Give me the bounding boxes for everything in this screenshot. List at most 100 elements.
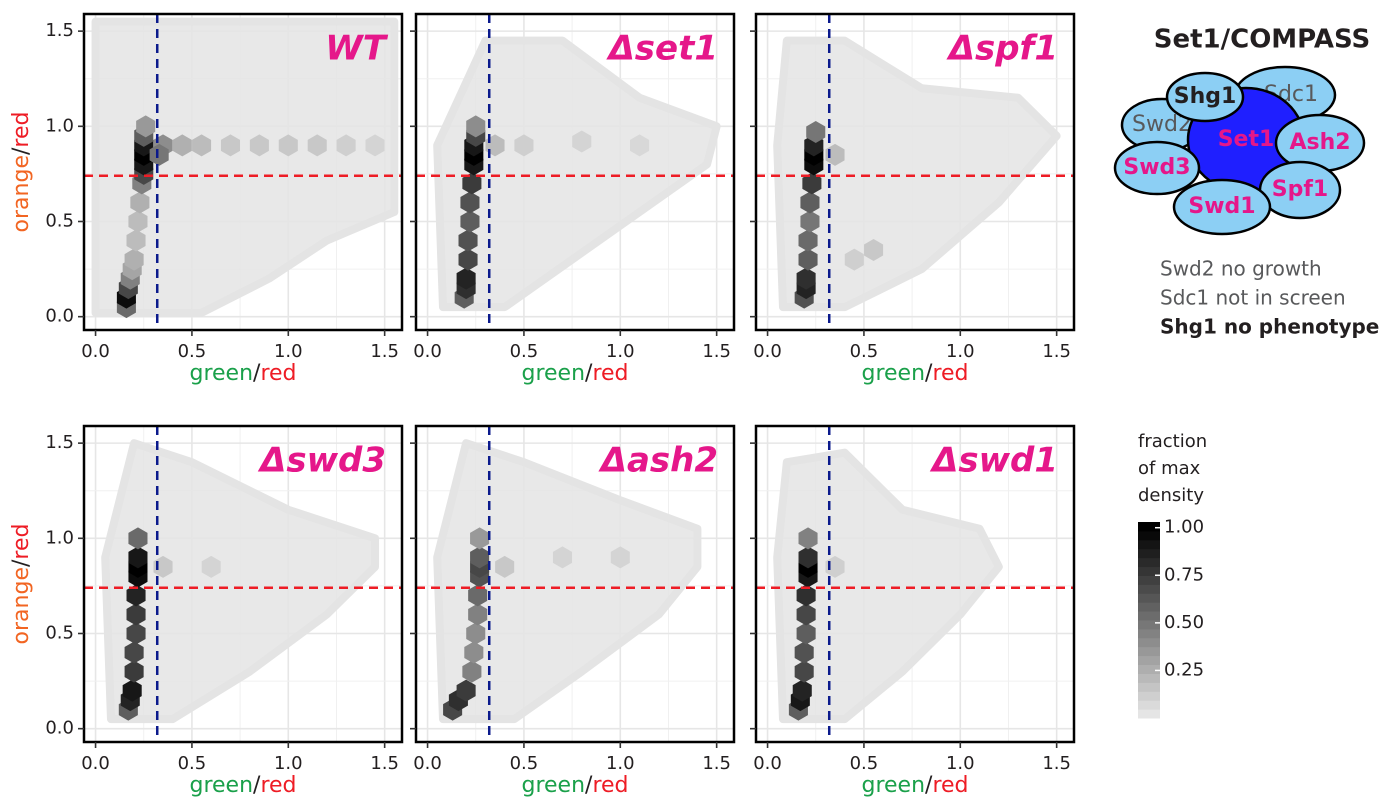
label-part: green <box>521 361 585 386</box>
hex-cell <box>798 546 818 569</box>
hex-cell <box>126 622 146 645</box>
x-tick-label: 0.0 <box>413 341 442 362</box>
panel-border <box>754 12 1076 332</box>
hex-cell <box>458 248 478 271</box>
colorbar-step <box>1138 682 1160 692</box>
hex-cell <box>126 603 146 626</box>
y-tick-label: 1.0 <box>45 115 74 136</box>
hex-cell <box>278 134 298 157</box>
hex-cell <box>794 641 814 664</box>
colorbar-step <box>1138 620 1160 630</box>
hex-cell <box>136 115 156 138</box>
colorbar-title: of max <box>1138 458 1201 479</box>
hex-cell <box>124 660 144 683</box>
label-part: green <box>189 773 253 798</box>
x-tick-label: 0.0 <box>753 753 782 774</box>
hex-cell <box>126 584 146 607</box>
x-tick-label: 0.0 <box>81 753 110 774</box>
hex-cell <box>124 641 144 664</box>
x-tick-label: 1.5 <box>1042 341 1071 362</box>
hex-cell <box>466 622 486 645</box>
label-part: / <box>253 773 261 798</box>
hex-cell <box>630 134 650 157</box>
hex-cell <box>336 134 356 157</box>
panel <box>416 426 734 742</box>
hex-cell <box>792 679 812 702</box>
colorbar-step <box>1138 611 1160 621</box>
panel-border <box>82 424 404 744</box>
hex-cell <box>470 546 490 569</box>
panel <box>84 426 402 742</box>
colorbar-step <box>1138 539 1160 550</box>
colorbar-step <box>1138 575 1160 585</box>
x-axis-label: green/red <box>189 361 296 386</box>
hex-cell <box>514 134 534 157</box>
note: Sdc1 not in screen <box>1160 286 1346 310</box>
hex-cell <box>172 134 192 157</box>
y-tick-label: 1.5 <box>45 20 74 41</box>
hex-cell <box>800 210 820 233</box>
hex-cell <box>794 660 814 683</box>
colorbar-step <box>1138 557 1160 568</box>
label-part: green <box>189 361 253 386</box>
label-part: red <box>260 773 296 798</box>
density-cloud <box>773 448 1003 724</box>
hex-cell <box>802 172 822 195</box>
hex-cell <box>572 130 592 153</box>
label-part: red <box>932 361 968 386</box>
hex-cell <box>460 210 480 233</box>
colorbar-step <box>1138 664 1160 674</box>
hex-cell <box>128 527 148 550</box>
x-tick-label: 1.5 <box>1042 753 1071 774</box>
hex-cell <box>864 239 884 262</box>
colorbar-step <box>1138 522 1160 532</box>
colorbar-step <box>1138 709 1160 719</box>
x-tick-label: 1.0 <box>946 341 975 362</box>
panel <box>756 14 1074 330</box>
colorbar-step <box>1138 584 1160 594</box>
label-part: red <box>260 361 296 386</box>
colorbar-title: density <box>1138 485 1204 506</box>
panel-border <box>82 12 404 332</box>
y-tick-label: 0.5 <box>45 622 74 643</box>
x-tick-label: 0.5 <box>178 341 207 362</box>
density-cloud <box>773 36 1061 312</box>
x-tick-label: 1.5 <box>702 753 731 774</box>
panel-border <box>754 424 1076 744</box>
hex-cell <box>458 229 478 252</box>
hex-cell <box>468 584 488 607</box>
y-tick-label: 0.0 <box>45 306 74 327</box>
subunit-label: Spf1 <box>1272 177 1328 202</box>
panel <box>416 14 734 330</box>
colorbar-step <box>1138 691 1160 701</box>
subunit <box>1165 71 1245 123</box>
colorbar-step <box>1138 602 1160 612</box>
x-axis-label: green/red <box>861 361 968 386</box>
subunit <box>1113 140 1201 196</box>
x-axis-label: green/red <box>521 361 628 386</box>
panel-title: Δset1 <box>605 29 718 69</box>
density-cloud <box>433 36 721 312</box>
hex-cell <box>126 229 146 252</box>
x-tick-label: 1.0 <box>274 753 303 774</box>
subunit-label: Swd3 <box>1123 155 1190 180</box>
x-axis-label: green/red <box>861 773 968 798</box>
label-part: / <box>925 773 933 798</box>
hex-cell <box>460 191 480 214</box>
label-part: / <box>9 559 34 567</box>
colorbar-step <box>1138 673 1160 683</box>
colorbar-step <box>1138 655 1160 666</box>
x-tick-label: 1.0 <box>274 341 303 362</box>
x-tick-label: 1.0 <box>946 753 975 774</box>
hex-cell <box>468 603 488 626</box>
hex-cell <box>464 641 484 664</box>
label-part: / <box>9 147 34 155</box>
label-part: red <box>9 524 34 560</box>
note: Swd2 no growth <box>1160 257 1322 281</box>
x-tick-label: 1.5 <box>702 341 731 362</box>
hex-cell <box>130 191 150 214</box>
diagram-title: Set1/COMPASS <box>1154 25 1371 55</box>
label-part: / <box>925 361 933 386</box>
note: Shg1 no phenotype <box>1160 315 1379 339</box>
